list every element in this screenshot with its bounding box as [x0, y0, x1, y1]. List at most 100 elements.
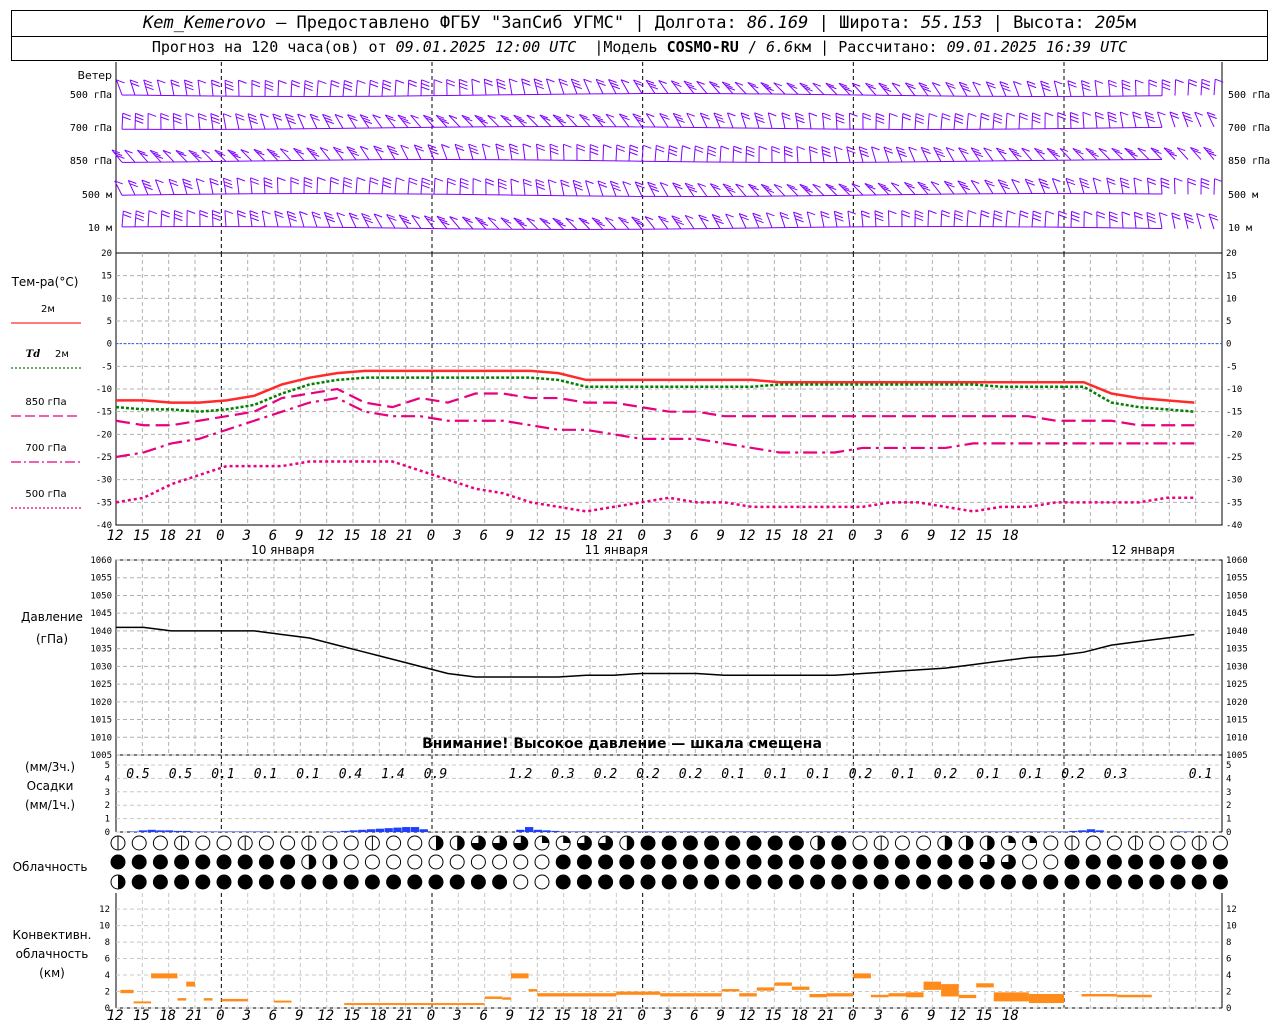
wind-barb-flag [647, 82, 657, 87]
wind-barb-flag [536, 182, 545, 187]
wind-level-label-left: 500 гПа [70, 90, 112, 101]
wind-barb-flag [1070, 112, 1079, 116]
wind-barb-flag [123, 210, 132, 215]
precip-bar [384, 828, 393, 832]
cloud-symbol [195, 835, 211, 851]
wind-barb-staff [433, 178, 436, 195]
wind-barb-flag [889, 112, 898, 117]
wind-barb-flag [395, 79, 405, 84]
wind-barb-flag [388, 216, 397, 221]
precip-bar [621, 831, 630, 832]
cloud-circle [661, 874, 677, 890]
wind-barb-flag [611, 85, 621, 90]
cloud-symbol [598, 854, 614, 870]
cloud-circle [619, 874, 635, 890]
cloud-symbol [534, 854, 550, 870]
wind-barb-staff [632, 113, 643, 128]
wind-barb-flag [796, 119, 805, 124]
wind-barb-staff [129, 79, 136, 96]
wind-barb-flag [1072, 147, 1082, 152]
wind-barb-flag [675, 221, 685, 226]
cloud-symbol [152, 854, 168, 870]
lat-label: Широта: [839, 13, 911, 33]
wind-barb-flag [1153, 150, 1162, 155]
wind-barb-staff [812, 183, 825, 196]
wind-barb-flag [685, 83, 695, 88]
cloud-circle [492, 874, 508, 890]
wind-barb-flag [616, 147, 625, 152]
wind-barb-flag [210, 181, 219, 186]
wind-barb-flag [1200, 185, 1210, 190]
wind-barb-staff [657, 215, 669, 230]
wind-barb-flag [946, 183, 955, 188]
wind-barb-staff [348, 212, 357, 228]
wind-barb-flag [883, 88, 892, 92]
wind-barb-staff [773, 184, 786, 197]
wind-barb-flag [408, 180, 418, 185]
wind-barb-flag [382, 180, 392, 185]
wind-barb-baseline [901, 95, 968, 97]
wind-barb-staff [347, 114, 357, 129]
wind-barb-flag [509, 143, 518, 148]
wind-barb-staff [904, 182, 916, 195]
wind-barb-staff [1121, 211, 1124, 229]
wind-barb-staff [481, 143, 487, 160]
wind-barb-flag [914, 217, 924, 222]
wind-barb-flag [1088, 150, 1097, 155]
cloud-symbol [640, 854, 656, 870]
wind-barb-flag [500, 217, 510, 222]
wind-barb-flag [363, 120, 373, 125]
conv-bar [484, 996, 503, 999]
wind-barb-staff [847, 210, 851, 227]
precip-3h-total: 0.1 [721, 767, 744, 782]
model-res: 6.6 [765, 38, 794, 56]
precip-bar [1016, 831, 1025, 832]
wind-barb-flag [369, 180, 379, 185]
wind-barb-staff [114, 180, 123, 196]
conv-time-tick-label: 21 [818, 1008, 835, 1024]
wind-barb-flag [986, 81, 995, 86]
wind-barb-flag [780, 215, 790, 220]
computed-label: Рассчитано: [838, 38, 938, 56]
wind-barb-flag [573, 183, 583, 188]
pressure-ytick-right: 1040 [1226, 627, 1248, 637]
wind-barb-flag [157, 79, 166, 84]
wind-barb-flag [306, 147, 315, 152]
conv-time-tick-label: 6 [479, 1008, 487, 1024]
wind-barb-flag [1090, 152, 1099, 157]
wind-barb-staff [1150, 147, 1163, 160]
wind-barb-flag [324, 211, 333, 216]
wind-barb-flag [659, 182, 669, 187]
wind-barb-staff [595, 79, 604, 94]
cloud-symbol [258, 854, 274, 870]
wind-barb-flag [708, 145, 717, 150]
cloud-symbol [407, 874, 423, 890]
wind-barb-baseline [251, 159, 318, 162]
wind-barb-staff [1132, 111, 1137, 128]
alt-value: 205 [1095, 13, 1126, 33]
wind-barb-staff [958, 147, 968, 162]
wind-barb-baseline [1031, 127, 1098, 130]
wind-barb-flag [539, 114, 549, 119]
wind-barb-flag [217, 152, 226, 157]
wind-barb-staff [888, 113, 891, 130]
cloud-circle [280, 854, 296, 870]
wind-barb-flag [1084, 211, 1093, 215]
cloud-circle [386, 835, 402, 851]
wind-barb-flag [891, 82, 901, 87]
precip-3h-total: 0.1 [764, 767, 787, 782]
wind-barb-flag [124, 149, 133, 154]
time-tick-label: 12 [949, 528, 966, 544]
wind-barb-flag [1027, 84, 1037, 89]
wind-level-label-right: 10 м [1228, 223, 1252, 234]
wind-barb-flag [1044, 112, 1054, 117]
time-tick-label: 15 [554, 528, 571, 544]
wind-barb-flag [1133, 177, 1143, 182]
cloud-circle [746, 854, 762, 870]
cloud-circle [682, 835, 698, 851]
wind-barb-staff [468, 144, 474, 160]
cloud-half [987, 836, 995, 850]
cloud-circle [1085, 854, 1101, 870]
wind-barb-staff [359, 114, 370, 129]
temp-ytick-right: -10 [1226, 385, 1242, 395]
